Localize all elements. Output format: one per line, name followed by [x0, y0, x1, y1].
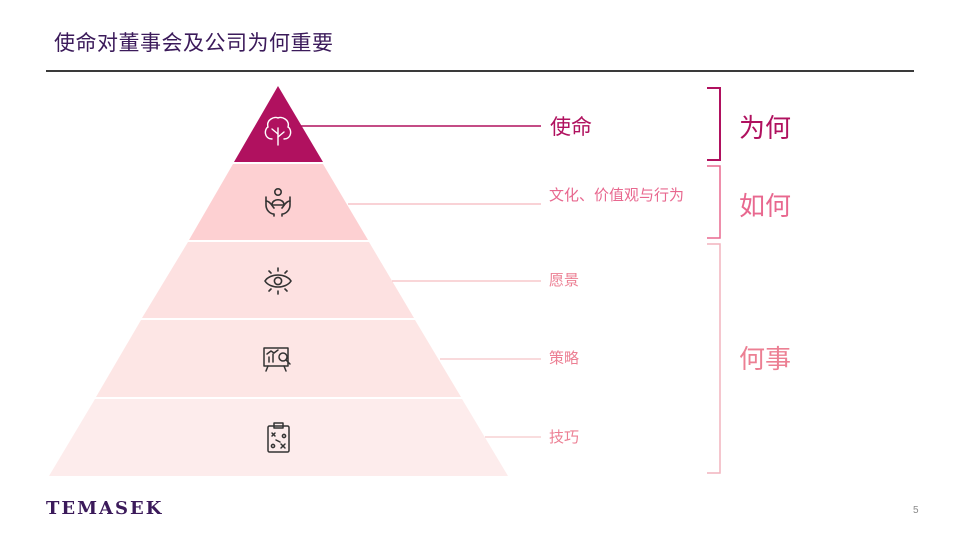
label-mission: 使命 — [550, 115, 592, 139]
bracket-how — [707, 165, 721, 239]
group-label-how: 如何 — [739, 192, 792, 222]
label-culture-values: 文化、价值观与行为 — [549, 186, 685, 204]
title-divider — [46, 70, 914, 72]
page-title: 使命对董事会及公司为何重要 — [54, 31, 334, 55]
temasek-logo: TEMASEK — [46, 498, 164, 519]
group-label-what: 何事 — [739, 345, 792, 375]
hands-person-icon — [265, 188, 291, 217]
tier-skills — [49, 399, 508, 476]
tree-icon — [264, 116, 292, 146]
label-skills: 技巧 — [549, 428, 580, 446]
clipboard-plan-icon — [267, 422, 290, 453]
group-label-why: 为何 — [739, 114, 792, 144]
bracket-why — [707, 87, 721, 161]
eye-icon — [264, 267, 292, 295]
bracket-what — [707, 243, 721, 474]
tier-mission — [234, 86, 323, 162]
tier-vision — [142, 242, 414, 318]
tier-culture — [189, 164, 368, 240]
chart-magnifier-icon — [263, 347, 291, 372]
page-number: 5 — [913, 505, 919, 516]
label-vision: 愿景 — [549, 271, 580, 289]
label-strategy: 策略 — [549, 349, 580, 367]
